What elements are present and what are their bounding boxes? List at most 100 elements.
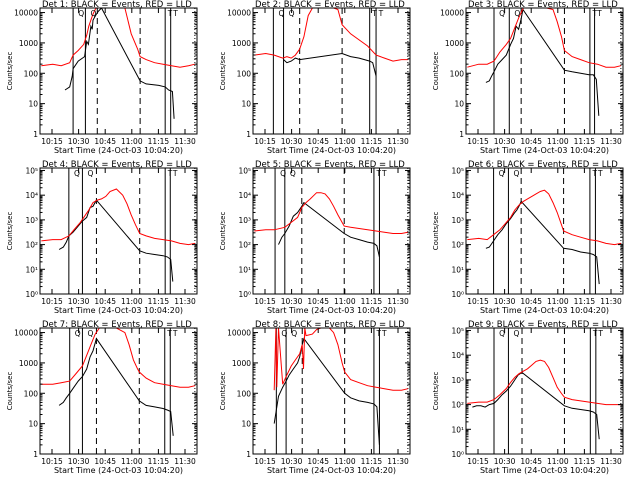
marker-3: T: [167, 9, 173, 18]
x-tick-label: 10:30: [68, 137, 90, 146]
y-tick-label: 10¹: [238, 265, 251, 274]
x-tick-label: 11:15: [148, 297, 170, 306]
marker-3: T: [167, 169, 173, 178]
series-events-line: [58, 199, 174, 282]
series-events-line: [58, 337, 174, 436]
x-tick-label: 11:30: [387, 297, 409, 306]
series-events-line: [273, 337, 380, 445]
x-tick-label: 11:00: [547, 297, 569, 306]
x-axis-label: Start Time (24-Oct-03 10:04:20): [54, 466, 183, 475]
marker-1: Q: [278, 9, 284, 18]
plot-area: [467, 328, 622, 454]
y-tick-label: 10: [241, 420, 251, 429]
marker-4: T: [596, 9, 602, 18]
marker-1: Q: [280, 169, 286, 178]
y-tick-label: 10²: [238, 241, 251, 250]
marker-2: Q: [290, 169, 296, 178]
x-tick-label: 11:00: [334, 137, 356, 146]
x-tick-label: 11:15: [574, 137, 596, 146]
x-tick-label: 10:30: [281, 297, 303, 306]
x-tick-label: 10:45: [94, 457, 116, 466]
marker-3: T: [166, 329, 172, 338]
series-lld-line: [41, 8, 196, 68]
y-axis-label: Counts/sec: [6, 372, 14, 411]
y-tick-label: 10⁵: [451, 166, 464, 175]
y-tick-label: 10³: [451, 376, 464, 385]
y-tick-label: 1: [33, 130, 38, 139]
x-tick-label: 10:45: [520, 137, 542, 146]
marker-2: Q: [291, 329, 297, 338]
x-tick-label: 11:15: [574, 297, 596, 306]
x-tick-label: 11:30: [600, 137, 622, 146]
panel-title: Det 9: BLACK = Events, RED = LLD: [468, 320, 618, 330]
x-axis-label: Start Time (24-Oct-03 10:04:20): [267, 146, 396, 155]
y-tick-label: 10000: [227, 329, 251, 338]
plot-area: [41, 328, 196, 454]
y-tick-label: 1000: [232, 39, 251, 48]
marker-4: T: [172, 329, 178, 338]
x-tick-label: 10:30: [494, 457, 516, 466]
x-tick-label: 11:30: [174, 297, 196, 306]
plot-frame: [465, 167, 624, 295]
y-tick-label: 1000: [445, 39, 464, 48]
panel-title: Det 8: BLACK = Events, RED = LLD: [255, 320, 405, 330]
marker-4: T: [597, 169, 603, 178]
plot-frame: [39, 7, 198, 135]
y-tick-label: 1: [246, 450, 251, 459]
x-tick-label: 10:45: [94, 297, 116, 306]
y-tick-label: 10²: [25, 241, 38, 250]
marker-1: Q: [499, 9, 505, 18]
series-lld-line: [254, 8, 408, 62]
x-tick-label: 11:30: [387, 137, 409, 146]
marker-1: Q: [499, 329, 505, 338]
x-tick-label: 11:30: [600, 297, 622, 306]
series-lld-line: [254, 192, 408, 234]
marker-2: Q: [289, 9, 295, 18]
x-tick-label: 11:30: [387, 457, 409, 466]
plot-area: [254, 8, 409, 134]
x-axis-label: Start Time (24-Oct-03 10:04:20): [54, 146, 183, 155]
x-tick-label: 11:15: [361, 297, 383, 306]
y-axis-label: Counts/sec: [219, 372, 227, 411]
marker-1: Q: [78, 9, 84, 18]
y-tick-label: 10²: [451, 241, 464, 250]
x-tick-label: 10:30: [68, 457, 90, 466]
plot-frame: [465, 327, 624, 455]
series-events-line: [278, 201, 380, 258]
x-tick-label: 11:30: [174, 137, 196, 146]
y-axis-label: Counts/sec: [432, 212, 440, 251]
y-tick-label: 10³: [25, 216, 38, 225]
x-tick-label: 10:30: [494, 137, 516, 146]
y-tick-label: 10³: [238, 216, 251, 225]
series-lld-line: [41, 328, 196, 388]
marker-3: T: [375, 169, 381, 178]
x-tick-label: 11:15: [574, 457, 596, 466]
x-tick-label: 10:15: [254, 457, 276, 466]
x-tick-label: 11:00: [334, 297, 356, 306]
x-tick-label: 10:45: [520, 457, 542, 466]
series-lld-line: [467, 359, 621, 406]
x-axis-label: Start Time (24-Oct-03 10:04:20): [480, 306, 609, 315]
x-tick-label: 10:45: [307, 137, 329, 146]
y-tick-label: 1000: [19, 359, 38, 368]
y-tick-label: 10000: [14, 9, 38, 18]
x-tick-label: 10:15: [467, 137, 489, 146]
x-tick-label: 10:30: [68, 297, 90, 306]
x-tick-label: 10:15: [41, 137, 63, 146]
marker-4: T: [381, 169, 387, 178]
series-events-line: [485, 8, 600, 116]
x-axis-label: Start Time (24-Oct-03 10:04:20): [267, 466, 396, 475]
y-tick-label: 10⁰: [451, 290, 464, 299]
x-tick-label: 11:15: [148, 457, 170, 466]
marker-3: T: [371, 9, 377, 18]
panel-title: Det 7: BLACK = Events, RED = LLD: [42, 320, 192, 330]
plot-area: [467, 168, 622, 294]
series-events-line: [485, 200, 600, 285]
x-tick-label: 10:15: [254, 137, 276, 146]
